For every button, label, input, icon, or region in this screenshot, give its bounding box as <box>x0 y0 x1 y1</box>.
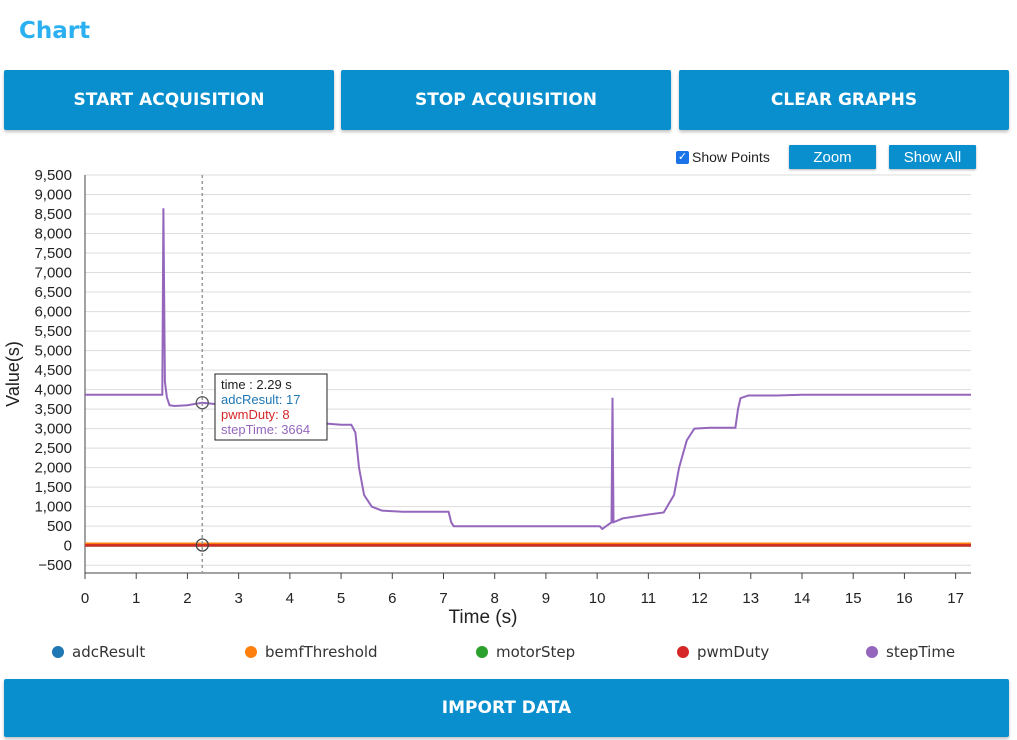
tooltip-adcresult: adcResult: 17 <box>221 392 301 407</box>
y-tick-label: 9,500 <box>34 167 72 184</box>
x-tick-label: 8 <box>491 590 499 607</box>
y-tick-label: 9,000 <box>34 187 72 204</box>
y-tick-label: 5,000 <box>34 343 72 360</box>
legend-item-motorStep[interactable]: motorStep <box>476 643 575 661</box>
tooltip-box <box>214 373 328 441</box>
x-axis-label: Time (s) <box>449 607 518 628</box>
grid-lines <box>84 174 971 574</box>
clear-graphs-button[interactable]: CLEAR GRAPHS <box>679 70 1009 130</box>
x-tick-label: 17 <box>947 590 964 607</box>
x-axis-ticks: 0 1 2 3 4 5 6 7 8 9 10 11 12 13 14 15 16 17 <box>81 573 964 607</box>
y-tick-label: 2,000 <box>34 460 72 477</box>
legend-dot-icon <box>52 646 64 658</box>
import-data-button[interactable]: IMPORT DATA <box>4 679 1009 737</box>
y-tick-label: 5,500 <box>34 323 72 340</box>
y-tick-label: 8,000 <box>34 226 72 243</box>
y-tick-label: 7,000 <box>34 265 72 282</box>
x-tick-label: 6 <box>388 590 396 607</box>
line-chart[interactable]: −500 0 500 1,000 1,500 2,000 2,500 3,000 3,500 4,… <box>0 160 1017 635</box>
y-tick-label: 4,500 <box>34 362 72 379</box>
legend-dot-icon <box>866 646 878 658</box>
stop-acquisition-button[interactable]: STOP ACQUISITION <box>341 70 671 130</box>
x-tick-label: 14 <box>794 590 811 607</box>
x-tick-label: 2 <box>183 590 191 607</box>
tooltip-pwmduty: pwmDuty: 8 <box>221 407 290 422</box>
x-tick-label: 4 <box>286 590 294 607</box>
x-tick-label: 12 <box>691 590 708 607</box>
legend-label: motorStep <box>496 643 576 661</box>
hover-tooltip: time : 2.29 s adcResult: 17 pwmDuty: 8 s… <box>214 373 328 441</box>
x-tick-label: 9 <box>542 590 550 607</box>
y-tick-label: 1,000 <box>34 499 72 516</box>
y-axis-label: Value(s) <box>3 341 23 407</box>
x-tick-label: 13 <box>742 590 759 607</box>
hover-marker-adcresult <box>195 538 209 552</box>
legend-item-bemfThreshold[interactable]: bemfThreshold <box>245 643 378 661</box>
y-axis-ticks: −500 0 500 1,000 1,500 2,000 2,500 3,000 3,500 4,… <box>34 167 72 574</box>
y-tick-label: 6,500 <box>34 284 72 301</box>
show-points-label: Show Points <box>692 149 770 165</box>
y-tick-label: 2,500 <box>34 440 72 457</box>
y-tick-label: 500 <box>47 518 72 535</box>
legend-item-pwmDuty[interactable]: pwmDuty <box>677 643 769 661</box>
series-line-stepTime <box>85 208 971 531</box>
legend-label: stepTime <box>886 643 956 661</box>
legend-item-stepTime[interactable]: stepTime <box>866 643 955 661</box>
y-tick-label: 4,000 <box>34 382 72 399</box>
show-points-toggle[interactable]: ✓ Show Points <box>676 149 770 165</box>
x-tick-label: 3 <box>234 590 242 607</box>
y-tick-label: 6,000 <box>34 304 72 321</box>
y-tick-label: 8,500 <box>34 206 72 223</box>
start-acquisition-button[interactable]: START ACQUISITION <box>4 70 334 130</box>
series-layer <box>85 208 971 547</box>
x-tick-label: 0 <box>81 590 89 607</box>
y-tick-label: −500 <box>38 557 72 574</box>
tooltip-time: time : 2.29 s <box>221 377 292 392</box>
legend-dot-icon <box>677 646 689 658</box>
x-tick-label: 11 <box>641 590 657 607</box>
y-tick-label: 3,500 <box>34 401 72 418</box>
zoom-button[interactable]: Zoom <box>789 145 876 169</box>
hover-marker-steptime <box>195 396 209 410</box>
y-tick-label: 1,500 <box>34 479 72 496</box>
y-tick-label: 7,500 <box>34 245 72 262</box>
y-tick-label: 0 <box>64 538 72 555</box>
page-title: Chart <box>19 18 91 44</box>
legend-label: pwmDuty <box>697 643 770 661</box>
show-all-button[interactable]: Show All <box>889 145 976 169</box>
legend-item-adcResult[interactable]: adcResult <box>52 643 145 661</box>
chart-controls: ✓ Show Points <box>676 144 770 170</box>
x-tick-label: 16 <box>896 590 913 607</box>
y-tick-label: 3,000 <box>34 421 72 438</box>
x-tick-label: 5 <box>337 590 345 607</box>
legend-label: adcResult <box>72 643 146 661</box>
x-tick-label: 1 <box>132 590 140 607</box>
x-tick-label: 15 <box>845 590 862 607</box>
x-tick-label: 10 <box>589 590 606 607</box>
legend-label: bemfThreshold <box>265 643 378 661</box>
checkbox-checked-icon[interactable]: ✓ <box>676 150 689 164</box>
x-tick-label: 7 <box>439 590 447 607</box>
legend-dot-icon <box>245 646 257 658</box>
tooltip-steptime: stepTime: 3664 <box>221 422 310 437</box>
legend-dot-icon <box>476 646 488 658</box>
